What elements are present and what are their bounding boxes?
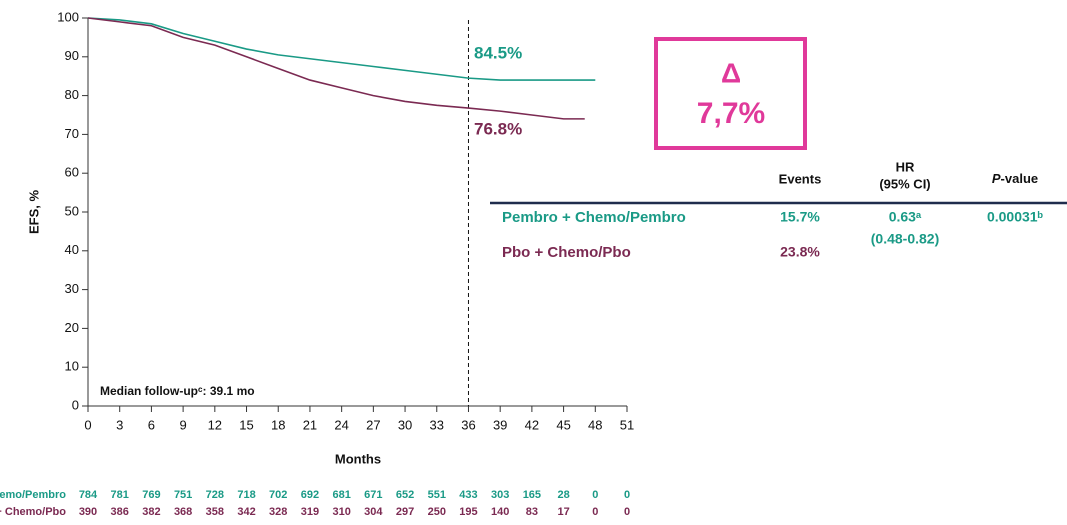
at-risk-count: 17 <box>557 506 569 518</box>
y-tick-label: 20 <box>65 320 79 335</box>
y-tick-label: 100 <box>57 9 79 24</box>
at-risk-count: 319 <box>301 506 319 518</box>
at-risk-count: 83 <box>526 506 538 518</box>
at-risk-count: 310 <box>332 506 350 518</box>
at-risk-count: 702 <box>269 489 287 501</box>
x-tick-label: 21 <box>303 417 317 432</box>
at-risk-count: 390 <box>79 506 97 518</box>
x-axis-label: Months <box>335 451 381 466</box>
at-risk-count: 165 <box>523 489 541 501</box>
at-risk-count: 784 <box>79 489 98 501</box>
at-risk-count: 551 <box>428 489 446 501</box>
y-tick-label: 10 <box>65 359 79 374</box>
at-risk-count: 0 <box>592 489 598 501</box>
y-tick-label: 40 <box>65 242 79 257</box>
table-row-name: Pbo + Chemo/Pbo <box>502 244 631 261</box>
y-tick-label: 60 <box>65 165 79 180</box>
y-tick-label: 80 <box>65 87 79 102</box>
table-ci: (0.48-0.82) <box>871 231 939 247</box>
at-risk-count: 328 <box>269 506 287 518</box>
hr-header: HR <box>896 159 915 174</box>
x-tick-label: 3 <box>116 417 123 432</box>
table-events: 15.7% <box>780 209 820 225</box>
at-risk-count: 386 <box>111 506 129 518</box>
p-header: P-value <box>992 171 1038 186</box>
at-risk-count: 769 <box>142 489 160 501</box>
at-risk-count: 781 <box>111 489 129 501</box>
p-header-rest: -value <box>1001 171 1039 186</box>
at-risk-count: 751 <box>174 489 192 501</box>
x-tick-label: 24 <box>334 417 348 432</box>
end-label: 76.8% <box>474 119 522 138</box>
delta-box <box>654 37 807 150</box>
x-tick-label: 18 <box>271 417 285 432</box>
x-tick-label: 27 <box>366 417 380 432</box>
y-tick-label: 70 <box>65 126 79 141</box>
at-risk-count: 358 <box>206 506 224 518</box>
at-risk-count: 718 <box>237 489 255 501</box>
at-risk-count: 433 <box>459 489 477 501</box>
table-hr: 0.63ᵃ <box>889 209 922 225</box>
delta-value: 7,7% <box>697 97 765 130</box>
y-tick-label: 90 <box>65 48 79 63</box>
at-risk-count: 0 <box>592 506 598 518</box>
y-tick-label: 30 <box>65 281 79 296</box>
x-tick-label: 51 <box>620 417 634 432</box>
survival-curve <box>87 17 596 81</box>
ci-header: (95% CI) <box>879 176 930 191</box>
x-tick-label: 48 <box>588 417 602 432</box>
x-tick-label: 30 <box>398 417 412 432</box>
at-risk-count: 728 <box>206 489 224 501</box>
y-tick-label: 50 <box>65 203 79 218</box>
at-risk-count: 652 <box>396 489 414 501</box>
at-risk-count: 671 <box>364 489 382 501</box>
table-row-name: Pembro + Chemo/Pembro <box>502 209 686 226</box>
at-risk-count: 342 <box>237 506 255 518</box>
at-risk-count: 140 <box>491 506 509 518</box>
x-tick-label: 36 <box>461 417 475 432</box>
at-risk-count: 303 <box>491 489 509 501</box>
x-tick-label: 0 <box>84 417 91 432</box>
at-risk-count: 382 <box>142 506 160 518</box>
end-label: 84.5% <box>474 43 522 62</box>
p-header-italic: P <box>992 171 1001 186</box>
at-risk-count: 195 <box>459 506 477 518</box>
x-tick-label: 42 <box>525 417 539 432</box>
risk-row-label: Pbo + Chemo/Pbo <box>0 506 66 518</box>
x-tick-label: 33 <box>430 417 444 432</box>
y-tick-label: 0 <box>72 397 79 412</box>
risk-row-label: Pembro + Chemo/Pembro <box>0 489 66 501</box>
table-events: 23.8% <box>780 244 820 260</box>
survival-curve <box>87 17 585 120</box>
table-p: 0.00031ᵇ <box>987 209 1044 225</box>
at-risk-count: 692 <box>301 489 319 501</box>
y-axis-label: EFS, % <box>26 190 41 235</box>
x-tick-label: 12 <box>208 417 222 432</box>
median-note: Median follow-upᶜ: 39.1 mo <box>100 384 255 398</box>
at-risk-count: 0 <box>624 506 630 518</box>
x-tick-label: 45 <box>556 417 570 432</box>
x-tick-label: 9 <box>180 417 187 432</box>
x-tick-label: 6 <box>148 417 155 432</box>
at-risk-count: 0 <box>624 489 630 501</box>
at-risk-count: 297 <box>396 506 414 518</box>
x-tick-label: 15 <box>239 417 253 432</box>
delta-symbol: Δ <box>721 57 741 88</box>
at-risk-count: 368 <box>174 506 192 518</box>
at-risk-count: 28 <box>557 489 569 501</box>
events-header: Events <box>779 171 822 186</box>
x-tick-label: 39 <box>493 417 507 432</box>
at-risk-count: 250 <box>428 506 446 518</box>
at-risk-count: 304 <box>364 506 383 518</box>
at-risk-count: 681 <box>332 489 350 501</box>
